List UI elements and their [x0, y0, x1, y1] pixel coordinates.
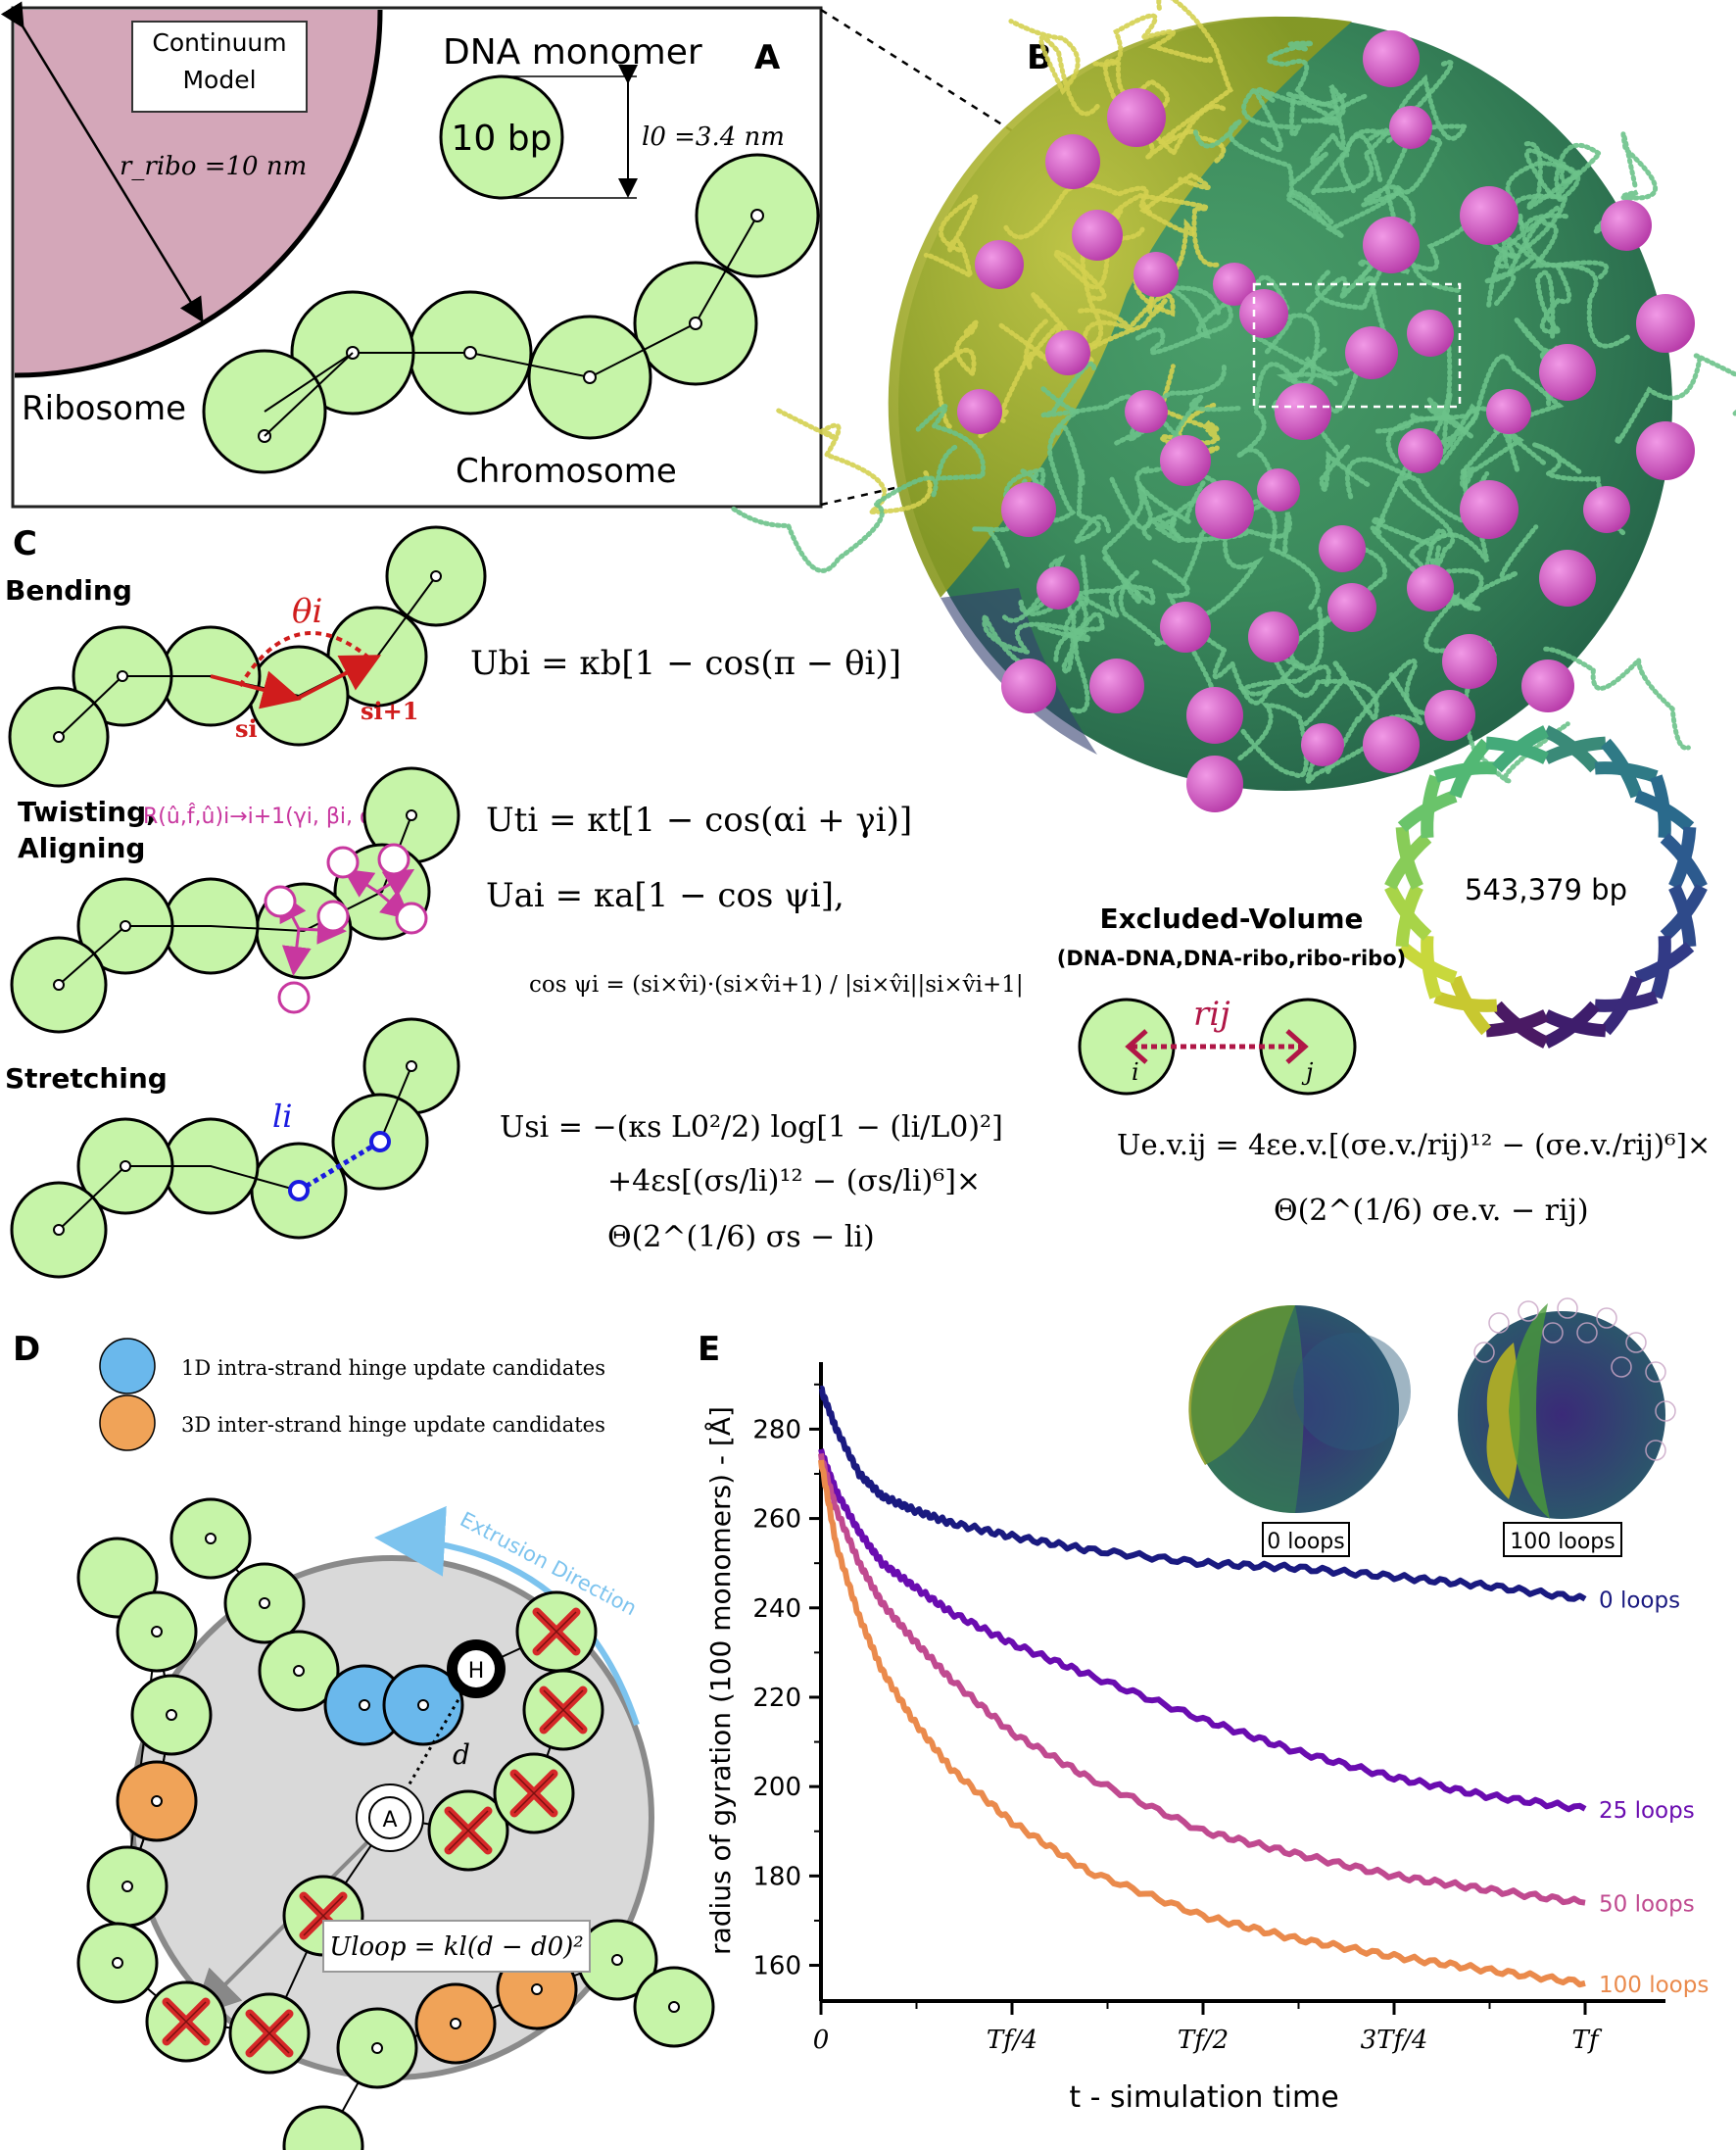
panel-e: E 160 180 200 220 240 260 280 0 Tf/4 Tf/2 3Tf/4 Tf t… — [698, 1297, 1709, 2115]
twisting-label: Twisting, — [18, 796, 157, 828]
y-tick-label: 160 — [752, 1952, 801, 1981]
x-tick-label: Tf — [1572, 2026, 1603, 2055]
legend-orange-dot — [99, 1394, 156, 1451]
stretch-equation-2: +4εs[(σs/li)¹² − (σs/li)⁶]× — [607, 1164, 981, 1198]
ribosome-radius-arrow — [0, 1, 204, 323]
distance-label: d — [453, 1738, 470, 1771]
series-label-3: 100 loops — [1599, 1973, 1709, 1998]
zoom-box — [1252, 282, 1462, 409]
loop-equation: Uloop = kl(d − d0)² — [329, 1932, 583, 1962]
panel-d: D 1D intra-strand hinge update candidate… — [13, 1330, 715, 2150]
continuum-label-1: Continuum — [152, 28, 286, 57]
x-tick-label: Tf/4 — [987, 2026, 1037, 2055]
y-axis-label: radius of gyration (100 monomers) - [Å] — [703, 1406, 737, 1955]
inset-label-100: 100 loops — [1510, 1530, 1615, 1554]
ribosome-radius-label: r_ribo =10 nm — [120, 152, 307, 181]
hinge-label: H — [468, 1659, 485, 1684]
ev-equation-1: Ue.v.ij = 4εe.v.[(σe.v./rij)¹² − (σe.v./… — [1117, 1128, 1711, 1161]
panel-b: B 543,379 bp — [728, 0, 1736, 1049]
panel-a: r_ribo =10 nm Continuum Model DNA monome… — [0, 1, 1255, 509]
series-label-0: 0 loops — [1599, 1588, 1680, 1614]
bending-label: Bending — [5, 574, 132, 607]
excluded-volume-title: Excluded-Volume — [1099, 903, 1363, 935]
x-axis-label: t - simulation time — [1069, 2080, 1338, 2115]
twist-rotation-label: R(û,f̂,û)i→i+1(γi, βi, αi) — [143, 804, 388, 829]
twist-equation: Uti = κt[1 − cos(αi + γi)] — [486, 801, 912, 840]
y-tick-label: 240 — [752, 1594, 801, 1624]
monomer-bp-label: 10 bp — [452, 119, 553, 159]
legend-orange-label: 3D inter-strand hinge update candidates — [181, 1413, 605, 1437]
bending-theta: θi — [292, 592, 322, 631]
y-tick-label: 260 — [752, 1505, 801, 1535]
continuum-label-2: Model — [182, 66, 256, 94]
series-line-3 — [818, 1459, 1586, 1988]
anchor-label: A — [382, 1808, 397, 1832]
panel-letter-c: C — [13, 524, 37, 563]
genome-ring: 543,379 bp — [1384, 725, 1708, 1049]
ev-equation-2: Θ(2^(1/6) σe.v. − rij) — [1274, 1194, 1589, 1228]
series-line-2 — [818, 1452, 1586, 1906]
series-line-1 — [818, 1448, 1587, 1813]
loop-equation-box — [322, 1920, 591, 1973]
panel-letter-d: D — [13, 1330, 40, 1369]
chromosome-label: Chromosome — [456, 452, 677, 491]
bending-si1: si+1 — [361, 697, 418, 725]
stretching-label: Stretching — [5, 1062, 168, 1095]
panel-c: C Bending θi si si+1 Ubi = κb[1 − cos(π … — [5, 524, 1711, 1279]
inset-label-0: 0 loops — [1267, 1530, 1344, 1554]
bending-equation: Ubi = κb[1 − cos(π − θi)] — [470, 644, 901, 683]
ribosome-label: Ribosome — [22, 389, 186, 428]
align-equation: Uai = κa[1 − cos ψi], — [486, 876, 844, 915]
x-tick-label: Tf/2 — [1178, 2026, 1229, 2055]
legend-blue-label: 1D intra-strand hinge update candidates — [181, 1356, 605, 1380]
panel-letter-e: E — [698, 1330, 720, 1369]
stretch-equation-1: Usi = −(κs L0²/2) log[1 − (li/L0)²] — [500, 1110, 1003, 1145]
align-cos-equation: cos ψi = (si×v̂i)·(si×v̂i+1) / |si×v̂i||… — [529, 972, 1024, 998]
ev-rij: rij — [1193, 995, 1230, 1034]
chromosome-render — [728, 0, 1736, 812]
inset-0-loops: 0 loops — [1188, 1304, 1411, 1557]
excluded-volume-subtitle: (DNA-DNA,DNA-ribo,ribo-ribo) — [1057, 947, 1407, 970]
series-line-0 — [818, 1385, 1587, 1602]
genome-size-label: 543,379 bp — [1465, 873, 1627, 906]
x-tick-label: 3Tf/4 — [1361, 2026, 1428, 2055]
aligning-label: Aligning — [18, 832, 145, 864]
stretch-length: li — [272, 1098, 292, 1135]
monomer-title: DNA monomer — [443, 32, 702, 73]
series-label-1: 25 loops — [1599, 1798, 1695, 1824]
panel-letter-a: A — [754, 38, 781, 77]
stretch-equation-3: Θ(2^(1/6) σs − li) — [607, 1220, 875, 1254]
y-tick-label: 220 — [752, 1684, 801, 1713]
frame-vectors — [264, 843, 428, 1014]
y-tick-label: 180 — [752, 1862, 801, 1891]
series-label-2: 50 loops — [1599, 1892, 1695, 1918]
rg-chart: 160 180 200 220 240 260 280 0 Tf/4 Tf/2 3Tf/4 Tf t -… — [703, 1362, 1709, 2115]
legend-blue-dot — [99, 1338, 156, 1394]
inset-100-loops: 100 loops — [1458, 1297, 1676, 1557]
y-tick-label: 280 — [752, 1415, 801, 1444]
ev-i: i — [1132, 1058, 1139, 1086]
bending-si: si — [235, 714, 258, 743]
bending-chain — [8, 525, 487, 788]
x-tick-label: 0 — [813, 2026, 830, 2055]
monomer-length-label: l0 =3.4 nm — [642, 122, 785, 152]
y-tick-label: 200 — [752, 1773, 801, 1802]
continuum-model-box — [131, 21, 308, 113]
stretching-chain — [10, 1017, 460, 1279]
